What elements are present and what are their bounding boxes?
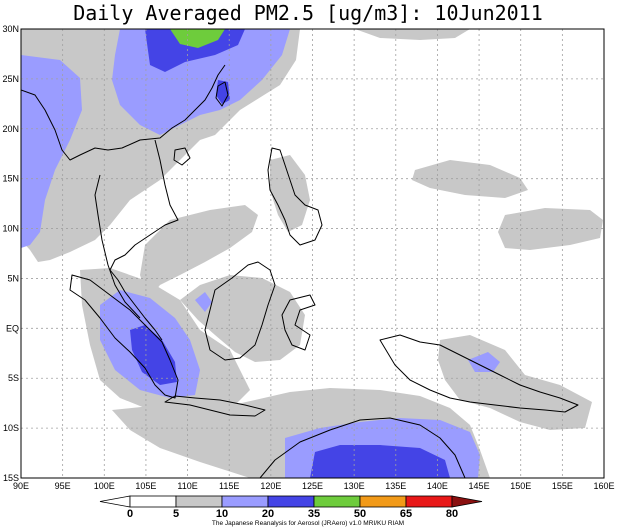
pm25-gray-region-pacific1 — [412, 160, 528, 198]
x-tick-label: 125E — [302, 481, 323, 491]
pm25-blue-region-java — [310, 445, 450, 478]
pm25-blue-regions — [130, 29, 450, 478]
y-tick-label: 10S — [3, 423, 19, 433]
pm25-gray-region-mindanao — [270, 155, 310, 232]
x-tick-label: 135E — [385, 481, 406, 491]
colorbar-tick-label: 50 — [354, 508, 366, 520]
colorbar-segment — [175, 495, 223, 508]
y-tick-label: 5S — [8, 373, 19, 383]
coast-sulawesi — [281, 294, 316, 351]
y-tick-label: 30N — [2, 24, 19, 34]
pm25-lb-region-borneo-spot — [195, 292, 212, 312]
coast-newguinea — [379, 334, 579, 413]
x-tick-label: 130E — [344, 481, 365, 491]
pm25-green-region — [170, 29, 225, 48]
coast-java — [164, 395, 266, 417]
pm25-gray-region-scs — [140, 205, 258, 300]
pm25-lb-region-west — [21, 55, 82, 248]
x-tick-label: 160E — [593, 481, 614, 491]
coast-mainland — [21, 64, 226, 161]
colorbar-segment — [99, 495, 131, 508]
y-tick-label: 15N — [2, 174, 19, 184]
x-tick-label: 110E — [177, 481, 197, 491]
pm25-gray-region-pacific2 — [498, 208, 603, 250]
colorbar-segment — [129, 495, 177, 508]
coast-hainan — [173, 147, 191, 166]
coast-malaysia — [94, 174, 141, 319]
x-tick-label: 140E — [427, 481, 448, 491]
colorbar-segment — [221, 495, 269, 508]
colorbar-tick-label: 10 — [216, 508, 228, 520]
coast-indochina — [109, 139, 179, 341]
colorbar-tick-label: 35 — [308, 508, 320, 520]
colorbar-segment — [359, 495, 407, 508]
pm25-gray-region-borneo — [180, 275, 305, 362]
colorbar-segment — [313, 495, 361, 508]
x-tick-label: 105E — [135, 481, 156, 491]
credit-text: The Japanese Reanalysis for Aerosol (JRA… — [212, 520, 404, 527]
plot-area — [21, 29, 604, 478]
y-tick-label: 20N — [2, 124, 19, 134]
plot-frame — [20, 28, 605, 479]
y-tick-label: 25N — [2, 74, 19, 84]
x-tick-label: 120E — [260, 481, 281, 491]
colorbar-tick-label: 80 — [446, 508, 458, 520]
coast-philippines — [267, 147, 323, 246]
colorbar-segment — [405, 495, 453, 508]
x-tick-label: 90E — [13, 481, 29, 491]
x-tick-label: 155E — [552, 481, 573, 491]
coastlines — [21, 64, 579, 478]
coast-taiwan — [215, 81, 229, 107]
colorbar-tick-label: 65 — [400, 508, 412, 520]
x-tick-label: 100E — [94, 481, 115, 491]
x-tick-label: 115E — [219, 481, 239, 491]
colorbar: 0 5 10 20 35 50 65 80 — [99, 495, 483, 520]
y-tick-label: 10N — [2, 224, 19, 234]
colorbar-segment — [267, 495, 315, 508]
colorbar-tick-label: 20 — [262, 508, 274, 520]
coast-sumatra — [69, 274, 179, 399]
y-tick-label: EQ — [6, 323, 19, 333]
y-tick-labels: 30N 25N 20N 15N 10N 5N EQ 5S 10S 15S — [2, 24, 19, 483]
coast-australia — [259, 417, 466, 478]
x-tick-label: 150E — [510, 481, 531, 491]
x-tick-label: 145E — [469, 481, 490, 491]
coast-borneo — [204, 261, 276, 361]
y-tick-label: 15S — [3, 473, 19, 483]
pm25-lb-region-ng — [468, 352, 500, 372]
colorbar-segment — [451, 495, 483, 508]
colorbar-tick-label: 5 — [173, 508, 179, 520]
colorbar-tick-label: 0 — [127, 508, 133, 520]
map-title: Daily Averaged PM2.5 [ug/m3]: 10Jun2011 — [73, 1, 543, 25]
pm25-blue-region-sumatra — [130, 325, 177, 385]
x-tick-labels: 90E 95E 100E 105E 110E 115E 120E 125E 130E 135E 14… — [13, 481, 615, 491]
y-tick-label: 5N — [7, 273, 19, 283]
x-tick-label: 95E — [55, 481, 71, 491]
pm25-blue-region-china — [145, 29, 245, 72]
pm25-gray-region-ne — [355, 29, 470, 40]
